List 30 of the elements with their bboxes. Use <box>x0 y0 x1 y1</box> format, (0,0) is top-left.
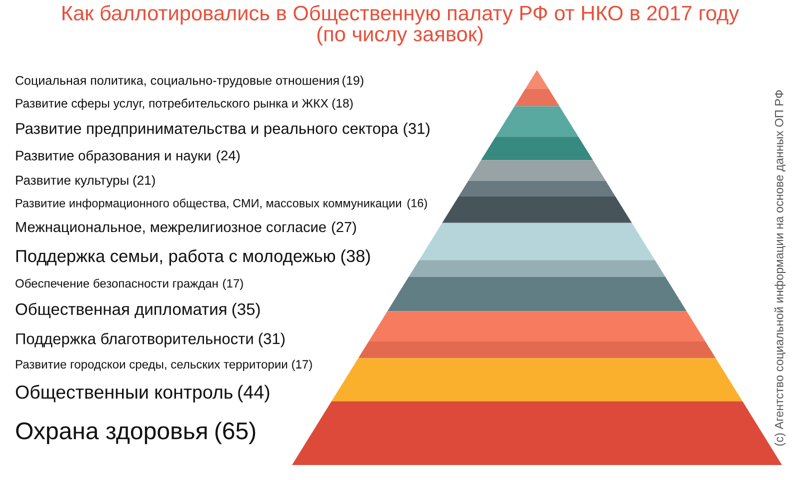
category-label: Социальная политика, социально-трудовые отношения <box>16 76 339 88</box>
data-label: (35) <box>232 302 260 318</box>
category-label: Межнациональное, межрелигиозное согласие <box>16 222 326 236</box>
category-label: Общественная дипломатия <box>16 302 226 318</box>
data-label: (17) <box>223 278 243 290</box>
category-label: Поддержка семьи, работа с молодежью <box>16 249 336 266</box>
category-label: Развитие культуры <box>16 176 128 188</box>
category-label: Поддержка благотворительности <box>16 332 253 348</box>
data-label: (17) <box>292 360 312 371</box>
category-label: Развитие городскои среды, сельских территории <box>16 360 288 371</box>
data-label: (24) <box>216 150 240 164</box>
data-label: (31) <box>404 122 430 138</box>
data-label: (38) <box>341 249 370 266</box>
data-label: (65) <box>215 422 256 444</box>
category-label: Обеспечение безопасности граждан <box>16 278 218 290</box>
category-label: Охрана здоровья <box>16 422 207 444</box>
text: (c) Агентство социальной информации на основе данных ОП РФ <box>774 90 786 446</box>
text: Как баллотировались в Общественную палату РФ от НКО в 2017 году (по числу заявок) <box>62 5 740 46</box>
data-label: (31) <box>258 332 285 348</box>
data-label: (19) <box>342 76 364 88</box>
category-label: Развитие предпринимательства и реального сектора <box>16 123 398 138</box>
data-label: (21) <box>133 175 155 188</box>
data-label: (18) <box>332 98 353 110</box>
category-label: Общественныи контроль <box>16 384 232 402</box>
category-label: Развитие сферы услуг, потребительского рынка и ЖКХ <box>16 98 328 110</box>
category-label: Развитие образования и науки <box>16 150 210 164</box>
data-label: (27) <box>332 222 356 236</box>
data-label: (16) <box>407 198 427 210</box>
data-label: (44) <box>238 384 270 402</box>
category-label: Развитие информационного общества, СМИ, массовых коммуникации <box>16 198 401 210</box>
